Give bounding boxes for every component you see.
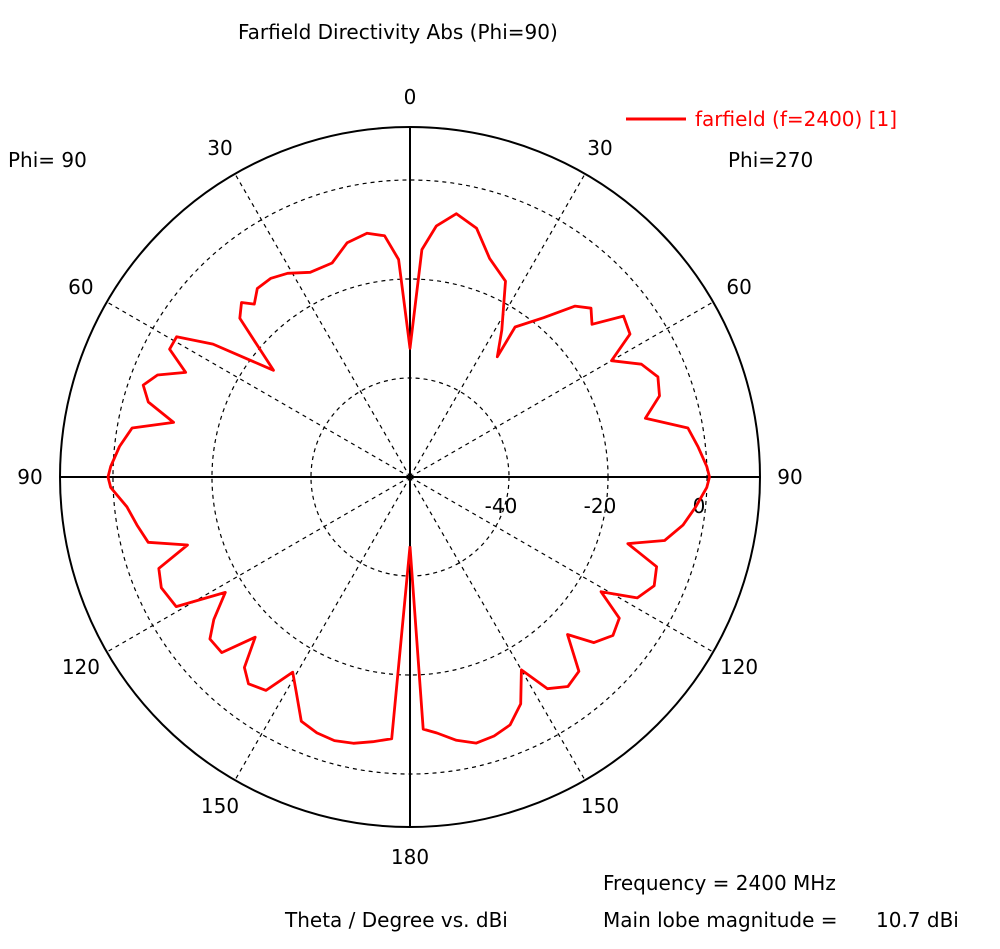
angular-grid-spoke bbox=[409, 301, 714, 478]
angle-tick-label: 150 bbox=[201, 794, 239, 818]
angle-tick-label: 60 bbox=[726, 275, 751, 299]
series-line bbox=[106, 212, 711, 745]
angle-tick-label: 120 bbox=[720, 655, 758, 679]
frequency-annotation: Frequency = 2400 MHz bbox=[603, 871, 836, 895]
chart-title: Farfield Directivity Abs (Phi=90) bbox=[238, 20, 558, 44]
angular-grid-spoke bbox=[409, 173, 586, 478]
radial-axis-label: Theta / Degree vs. dBi bbox=[285, 908, 508, 932]
angular-grid-spoke bbox=[409, 476, 586, 781]
angular-grid-spoke bbox=[106, 476, 411, 653]
radial-tick-label: -20 bbox=[584, 494, 617, 518]
angular-grid-spoke bbox=[234, 476, 411, 781]
legend-entry-label: farfield (f=2400) [1] bbox=[695, 107, 898, 131]
angle-tick-label: 60 bbox=[68, 275, 93, 299]
radial-tick-label: 0 bbox=[693, 494, 706, 518]
angular-grid-spoke bbox=[106, 301, 411, 478]
angle-tick-label: 0 bbox=[404, 85, 417, 109]
polar-axes: 0 30 60 90 120 150 180 30 60 90 120 150 -40 -20 0 bbox=[17, 85, 802, 869]
angular-grid-spoke bbox=[234, 173, 411, 478]
main-lobe-label: Main lobe magnitude = bbox=[603, 908, 838, 932]
angle-tick-label: 30 bbox=[207, 136, 232, 160]
angular-grid-spoke bbox=[409, 476, 714, 653]
left-half-label: Phi= 90 bbox=[8, 148, 87, 172]
angle-tick-label: 150 bbox=[581, 794, 619, 818]
radial-tick-label: -40 bbox=[485, 494, 518, 518]
main-lobe-value: 10.7 dBi bbox=[876, 908, 959, 932]
right-half-label: Phi=270 bbox=[728, 148, 814, 172]
angle-tick-label: 120 bbox=[62, 655, 100, 679]
series-layer bbox=[106, 212, 711, 745]
angle-tick-label: 90 bbox=[17, 465, 42, 489]
angle-tick-label: 90 bbox=[777, 465, 802, 489]
angle-tick-label: 180 bbox=[391, 845, 429, 869]
angle-tick-label: 30 bbox=[587, 136, 612, 160]
